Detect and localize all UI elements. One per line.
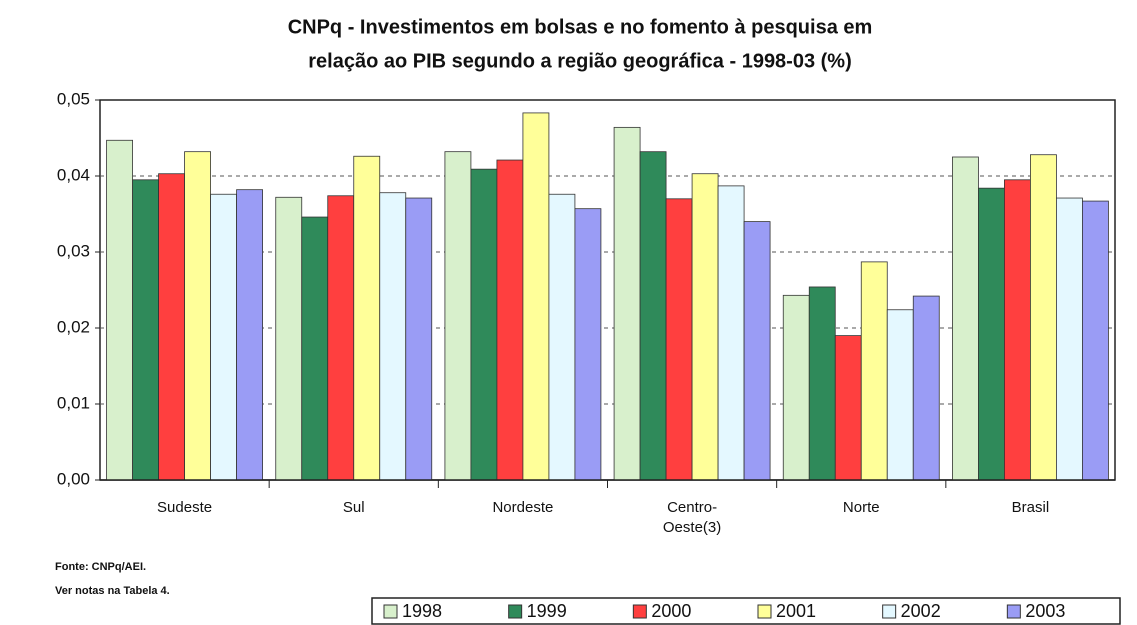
bar [496, 159, 524, 481]
legend-swatch [383, 604, 398, 619]
legend-swatch [882, 604, 897, 619]
legend-label: 2000 [651, 601, 691, 621]
legend-swatch [757, 604, 772, 619]
legend-swatch [632, 604, 647, 619]
bar [691, 173, 719, 481]
bar [275, 196, 303, 481]
bar [613, 126, 641, 481]
bar [405, 197, 433, 481]
x-tick-label: Brasil [1011, 499, 1050, 516]
bar [353, 155, 381, 481]
y-tick-label: 0,03 [57, 241, 90, 260]
bar [1004, 179, 1031, 481]
bar [912, 295, 940, 481]
source-note: Ver notas na Tabela 4. [55, 585, 170, 597]
y-tick-label: 0,01 [57, 393, 90, 412]
bar [470, 168, 498, 481]
legend-label: 2001 [776, 601, 816, 621]
plot-area [99, 99, 1116, 481]
bar [210, 193, 237, 481]
bar [639, 151, 667, 481]
x-tick-label: Nordeste [492, 499, 554, 516]
y-tick-label: 0,00 [57, 469, 90, 488]
legend-swatch [508, 604, 523, 619]
bar [236, 189, 263, 481]
legend-label: 1998 [402, 601, 442, 621]
y-tick-label: 0,04 [57, 165, 90, 184]
bar [327, 195, 355, 481]
bar [717, 185, 745, 481]
bar [158, 173, 185, 481]
bar [106, 139, 133, 481]
bar [184, 151, 211, 481]
bar [574, 208, 602, 481]
bar [860, 261, 888, 481]
legend-swatch [1006, 604, 1021, 619]
legend-label: 2003 [1025, 601, 1065, 621]
legend-label: 2002 [901, 601, 941, 621]
chart-subtitle: relação ao PIB segundo a região geográfi… [308, 50, 852, 72]
bar [978, 187, 1005, 481]
x-tick-label: Sul [342, 499, 365, 516]
bar [886, 309, 914, 481]
x-tick-label: Centro-Oeste(3) [662, 499, 722, 536]
bar [1056, 197, 1083, 481]
bar [1030, 154, 1057, 481]
legend-label: 1999 [527, 601, 567, 621]
bar [132, 179, 159, 481]
bar [834, 335, 862, 481]
source-note: Fonte: CNPq/AEI. [55, 561, 146, 573]
legend-box [371, 597, 1121, 625]
chart-title: CNPq - Investimentos em bolsas e no fome… [288, 16, 873, 38]
bar [743, 221, 771, 481]
bar [444, 151, 472, 481]
bar [665, 198, 693, 481]
bar [1082, 200, 1109, 481]
y-tick-label: 0,02 [57, 317, 90, 336]
bar [301, 216, 329, 481]
bar [379, 192, 407, 481]
bar [782, 294, 810, 481]
bar [548, 193, 576, 481]
bar [808, 286, 836, 481]
x-tick-label: Sudeste [157, 499, 213, 516]
y-tick-label: 0,05 [57, 89, 90, 108]
bar [952, 156, 979, 481]
x-tick-label: Norte [842, 499, 880, 516]
bar [522, 112, 550, 481]
